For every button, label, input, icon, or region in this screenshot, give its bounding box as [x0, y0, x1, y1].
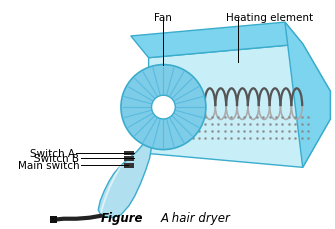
Polygon shape	[124, 151, 134, 156]
Circle shape	[151, 96, 175, 119]
Text: Switch B: Switch B	[35, 154, 79, 164]
Polygon shape	[124, 157, 134, 162]
Polygon shape	[149, 45, 330, 168]
Polygon shape	[285, 23, 330, 168]
Text: Fan: Fan	[154, 13, 172, 23]
Polygon shape	[124, 164, 134, 169]
Polygon shape	[131, 23, 303, 58]
Polygon shape	[98, 137, 151, 218]
Text: Main switch: Main switch	[18, 161, 79, 171]
Circle shape	[121, 65, 206, 150]
Polygon shape	[50, 216, 57, 223]
Text: Switch A: Switch A	[29, 148, 74, 158]
Text: A hair dryer: A hair dryer	[160, 211, 230, 224]
Text: Heating element: Heating element	[225, 13, 313, 23]
Text: Figure: Figure	[101, 211, 144, 224]
